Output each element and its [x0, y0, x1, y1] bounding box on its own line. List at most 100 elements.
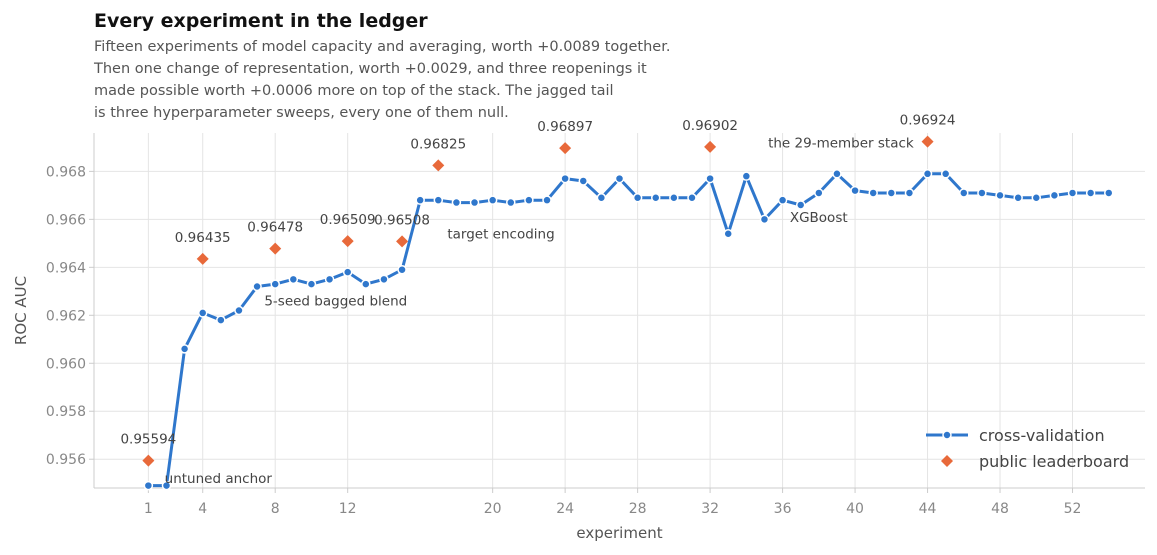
cv-point: [560, 173, 570, 184]
x-tick-label: 20: [484, 501, 502, 517]
cv-point: [433, 195, 444, 205]
cv-point: [270, 279, 280, 289]
lb-value-label: 0.96825: [410, 136, 466, 152]
lb-point: [432, 159, 445, 172]
cv-point: [1104, 188, 1114, 198]
lb-point: [396, 235, 409, 248]
lb-point: [142, 454, 155, 467]
cv-point: [197, 308, 208, 318]
cv-point: [995, 190, 1005, 201]
subtitle-line: made possible worth +0.0006 more on top …: [94, 83, 614, 99]
x-tick-label: 12: [339, 501, 357, 517]
chart-subtitle: Fifteen experiments of model capacity an…: [94, 36, 734, 124]
cv-point: [1067, 188, 1078, 198]
cv-point: [687, 193, 697, 203]
cv-point: [361, 279, 371, 289]
y-tick-label: 0.966: [46, 212, 86, 228]
lb-point: [704, 140, 717, 153]
lb-value-label: 0.96509: [320, 212, 376, 228]
legend-cv-marker: [942, 430, 952, 440]
cv-point: [741, 171, 752, 181]
x-tick-label: 32: [701, 501, 719, 517]
cv-point: [1085, 188, 1096, 198]
cv-point: [795, 200, 806, 210]
cv-point: [379, 274, 389, 285]
lb-point: [196, 252, 209, 265]
cv-point: [524, 195, 534, 205]
lb-value-label: 0.96478: [247, 220, 303, 236]
cv-point: [1013, 193, 1023, 203]
y-tick-label: 0.958: [46, 404, 86, 420]
cv-point: [397, 264, 407, 275]
legend-lb-label: public leaderboard: [979, 452, 1129, 471]
x-tick-label: 40: [846, 501, 864, 517]
cv-point: [288, 274, 299, 285]
x-tick-label: 48: [991, 501, 1009, 517]
y-tick-label: 0.956: [46, 452, 86, 468]
x-axis-label: experiment: [576, 524, 662, 542]
annotation: target encoding: [447, 227, 554, 243]
y-tick-label: 0.964: [46, 260, 86, 276]
cv-point: [959, 188, 969, 198]
cv-point: [940, 169, 951, 179]
cv-point: [216, 315, 226, 325]
x-tick-label: 52: [1064, 501, 1082, 517]
cv-point: [596, 193, 607, 203]
cv-point: [814, 188, 824, 198]
cv-point: [143, 480, 154, 491]
cv-point: [506, 197, 516, 208]
cv-point: [832, 169, 842, 179]
subtitle-line: Fifteen experiments of model capacity an…: [94, 39, 671, 55]
x-tick-label: 24: [556, 501, 574, 517]
lb-value-label: 0.96924: [900, 113, 956, 129]
lb-value-label: 0.96435: [175, 230, 231, 246]
x-tick-label: 28: [629, 501, 647, 517]
cv-point: [487, 195, 498, 205]
cv-point: [850, 185, 860, 196]
chart-title: Every experiment in the ledger: [94, 10, 428, 32]
cv-point: [252, 281, 262, 292]
y-tick-label: 0.962: [46, 308, 86, 324]
legend-lb-marker: [941, 455, 953, 467]
cv-point: [723, 228, 733, 239]
x-tick-label: 1: [144, 501, 153, 517]
cv-point: [777, 195, 788, 205]
cv-point: [650, 193, 661, 203]
cv-point: [161, 480, 172, 491]
lb-point: [921, 135, 934, 148]
cv-point: [234, 305, 244, 316]
cv-point: [342, 267, 353, 277]
cv-point: [451, 197, 462, 208]
cv-point: [179, 344, 190, 354]
cv-point: [1049, 190, 1060, 201]
cv-point: [578, 176, 589, 186]
cv-point: [669, 193, 679, 203]
annotation: untuned anchor: [165, 471, 273, 487]
annotation: 5-seed bagged blend: [264, 294, 407, 310]
cv-point: [759, 214, 770, 225]
y-tick-label: 0.960: [46, 356, 86, 372]
y-axis-label: ROC AUC: [12, 276, 30, 345]
cv-point: [614, 173, 625, 184]
legend-cv-label: cross-validation: [979, 426, 1105, 445]
cv-point: [306, 279, 317, 289]
cv-point: [415, 195, 425, 205]
cv-point: [1031, 193, 1042, 203]
annotation: XGBoost: [790, 210, 848, 226]
subtitle-line: is three hyperparameter sweeps, every on…: [94, 105, 509, 121]
lb-value-label: 0.96897: [537, 119, 593, 135]
subtitle-line: Then one change of representation, worth…: [94, 61, 647, 77]
cv-point: [469, 197, 480, 208]
cv-point: [632, 193, 643, 203]
cv-point: [542, 195, 552, 205]
y-tick-label: 0.968: [46, 164, 86, 180]
cv-point: [705, 173, 715, 184]
lb-point: [269, 242, 282, 255]
x-tick-label: 36: [774, 501, 792, 517]
cv-point: [904, 188, 915, 198]
lb-value-label: 0.96508: [374, 212, 430, 228]
annotation: the 29-member stack: [768, 135, 914, 151]
cv-point: [324, 274, 335, 285]
x-tick-label: 8: [271, 501, 280, 517]
